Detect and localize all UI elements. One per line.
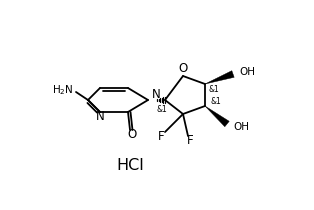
Text: O: O	[127, 129, 137, 142]
Text: OH: OH	[233, 122, 249, 132]
Text: &1: &1	[157, 105, 167, 113]
Text: F: F	[158, 130, 164, 143]
Text: O: O	[178, 63, 188, 76]
Text: &1: &1	[210, 97, 221, 105]
Text: OH: OH	[239, 67, 255, 77]
Text: &1: &1	[208, 85, 219, 94]
Polygon shape	[205, 71, 234, 84]
Text: N: N	[96, 110, 104, 123]
Text: H$_2$N: H$_2$N	[52, 83, 74, 97]
Text: HCl: HCl	[116, 158, 144, 172]
Text: N: N	[152, 88, 161, 101]
Polygon shape	[205, 106, 229, 127]
Text: F: F	[187, 134, 193, 147]
